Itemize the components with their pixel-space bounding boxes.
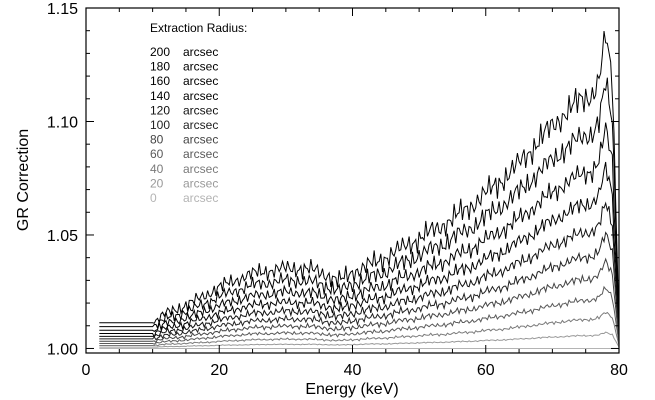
series-line-180 bbox=[99, 77, 620, 330]
legend-radius-60: 60 bbox=[150, 147, 164, 161]
series-line-20 bbox=[99, 331, 620, 348]
legend-radius-20: 20 bbox=[150, 176, 164, 190]
legend-unit-140: arcsec bbox=[183, 89, 218, 103]
legend-radius-120: 120 bbox=[150, 103, 170, 117]
legend-radius-40: 40 bbox=[150, 162, 164, 176]
legend-radius-80: 80 bbox=[150, 133, 164, 147]
series-line-200 bbox=[99, 30, 620, 325]
x-tick-label: 40 bbox=[344, 362, 362, 379]
x-tick-label: 60 bbox=[477, 362, 495, 379]
legend-unit-60: arcsec bbox=[183, 147, 218, 161]
legend-unit-160: arcsec bbox=[183, 74, 218, 88]
legend-unit-100: arcsec bbox=[183, 118, 218, 132]
legend-radius-200: 200 bbox=[150, 45, 170, 59]
series-line-160 bbox=[99, 122, 620, 332]
legend-radius-140: 140 bbox=[150, 89, 170, 103]
y-axis-title: GR Correction bbox=[15, 129, 32, 231]
legend-unit-180: arcsec bbox=[183, 60, 218, 74]
legend-unit-200: arcsec bbox=[183, 45, 218, 59]
series-line-80 bbox=[99, 257, 620, 344]
series-layer bbox=[99, 30, 620, 349]
legend-unit-40: arcsec bbox=[183, 162, 218, 176]
legend-unit-20: arcsec bbox=[183, 176, 218, 190]
y-tick-label: 1.05 bbox=[47, 228, 78, 245]
ticks-layer: 0 20 40 60 801.001.051.101.15 bbox=[47, 1, 628, 379]
x-tick-label: 0 bbox=[82, 362, 91, 379]
series-line-60 bbox=[99, 285, 620, 345]
x-tick-label: 20 bbox=[210, 362, 228, 379]
legend-unit-120: arcsec bbox=[183, 103, 218, 117]
y-tick-label: 1.15 bbox=[47, 1, 78, 18]
legend-unit-0: arcsec bbox=[183, 191, 218, 205]
series-line-120 bbox=[99, 201, 620, 338]
series-line-140 bbox=[99, 161, 620, 339]
legend-title: Extraction Radius: bbox=[150, 21, 247, 35]
legend-unit-80: arcsec bbox=[183, 133, 218, 147]
legend-radius-180: 180 bbox=[150, 60, 170, 74]
legend-radius-160: 160 bbox=[150, 74, 170, 88]
series-line-40 bbox=[99, 311, 620, 347]
x-axis-title: Energy (keV) bbox=[305, 381, 398, 398]
legend-radius-0: 0 bbox=[150, 191, 157, 205]
y-tick-label: 1.10 bbox=[47, 114, 78, 131]
legend-radius-100: 100 bbox=[150, 118, 170, 132]
series-line-100 bbox=[99, 231, 620, 341]
y-tick-label: 1.00 bbox=[47, 341, 78, 358]
x-tick-label: 80 bbox=[610, 362, 628, 379]
legend: Extraction Radius: 200 arcsec 180 arcsec 160… bbox=[150, 21, 247, 205]
